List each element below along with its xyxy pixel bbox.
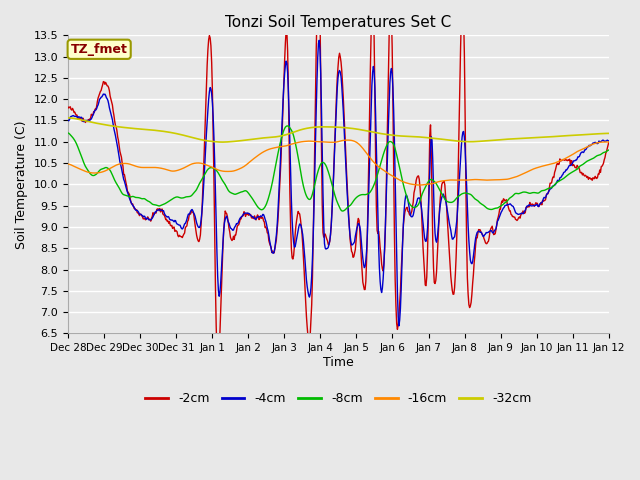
X-axis label: Time: Time <box>323 356 354 369</box>
Legend: -2cm, -4cm, -8cm, -16cm, -32cm: -2cm, -4cm, -8cm, -16cm, -32cm <box>140 387 536 410</box>
Text: TZ_fmet: TZ_fmet <box>71 43 127 56</box>
Title: Tonzi Soil Temperatures Set C: Tonzi Soil Temperatures Set C <box>225 15 451 30</box>
Y-axis label: Soil Temperature (C): Soil Temperature (C) <box>15 120 28 249</box>
